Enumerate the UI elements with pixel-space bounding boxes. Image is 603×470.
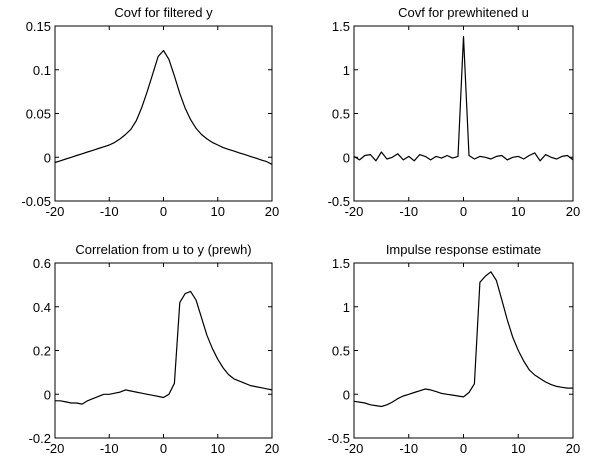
series-line-1 [353,271,573,408]
x-tick-label: 20 [566,204,580,219]
y-tick-label: -0.5 [328,194,350,209]
subplot-4: Impulse response estimate-20 -10 0 10 20-0.5… [328,242,581,456]
x-tick-label: -20 [345,441,364,456]
subplot-2: Covf for prewhitened u -20 -10 0 10 20 -0.5 0 0.… [328,5,581,219]
x-tick-label: 10 [211,441,225,456]
x-tick-label: -10 [100,204,119,219]
axes-box [54,262,273,439]
y-tick-label: 1.5 [332,19,350,34]
x-tick-label: 0 [460,204,467,219]
x-tick-label: 0 [460,441,467,456]
subplot-title: Impulse response estimate [386,242,541,257]
x-tick-label: -20 [46,204,65,219]
subplot-1: Covf for filtered y -20 -10 0 10 20 -0.05 0 0.05… [21,5,279,219]
subplot-title: Correlation from u to y (prewh) [75,242,251,257]
y-tick-label: -0.05 [21,194,51,209]
subplot-title: Covf for prewhitened u [398,5,529,20]
x-tick-label: 10 [511,204,525,219]
y-tick-label: 1 [343,300,350,315]
y-tick-label: 0.2 [33,344,51,359]
x-tick-label: -20 [345,204,364,219]
x-tick-label: -10 [399,204,418,219]
x-tick-label: 20 [265,204,279,219]
subplot-3: Correlation from u to y (prewh) -20 -10 0 10… [29,242,280,456]
x-tick-label: 0 [160,204,167,219]
x-tick-label: 0 [160,441,167,456]
x-tick-label: 20 [265,441,279,456]
y-tick-label: 0 [343,150,350,165]
y-tick-label: 0.5 [332,107,350,122]
x-tick-label: -20 [46,441,65,456]
y-tick-label: 0 [343,387,350,402]
y-tick-label: 0.5 [332,344,350,359]
y-tick-label: 0 [44,150,51,165]
series-line-1 [55,290,273,405]
y-tick-label: 0.15 [26,19,51,34]
x-tick-label: 10 [211,204,225,219]
axes-box [54,25,273,202]
x-tick-label: 20 [566,441,580,456]
y-tick-label: 0.1 [33,63,51,78]
series-line-1 [353,35,574,162]
x-tick-label: 10 [511,441,525,456]
y-tick-label: 0.4 [33,300,51,315]
y-tick-label: 0.6 [33,256,51,271]
y-tick-label: -0.2 [29,431,51,446]
y-tick-label: 1 [343,63,350,78]
y-tick-label: 1.5 [332,256,350,271]
series-line-1 [54,49,273,165]
y-tick-label: 0 [44,387,51,402]
y-tick-label: -0.5 [328,431,350,446]
x-tick-label: -10 [100,441,119,456]
x-tick-label: -10 [399,441,418,456]
subplot-title: Covf for filtered y [114,5,213,20]
axes-box [353,262,574,439]
axes-box [353,25,574,202]
y-tick-label: 0.05 [26,107,51,122]
